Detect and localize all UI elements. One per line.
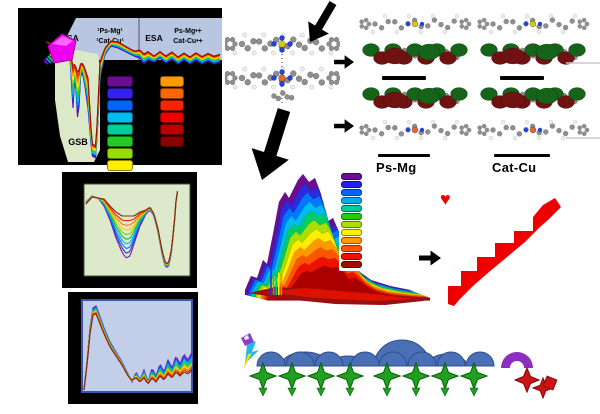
legend-swatch — [341, 213, 362, 220]
legend-swatch — [160, 100, 184, 111]
dyad-atoms — [225, 32, 340, 106]
legend-swatch — [107, 136, 133, 147]
esa2-species-2: Cat-Cu•+ — [173, 38, 202, 45]
blue-arch — [407, 351, 437, 367]
red-block — [542, 375, 558, 391]
gsb-label: GSB — [68, 137, 88, 147]
spin-density-cell — [477, 87, 590, 141]
legend-swatch — [160, 112, 184, 123]
legend-swatch — [341, 197, 362, 204]
blue-arch — [436, 351, 466, 367]
wire-shapes — [248, 339, 558, 400]
legend-swatch — [160, 76, 184, 87]
green-curve-bundle — [85, 191, 179, 268]
tiny-caption-blob — [382, 76, 426, 80]
dyad-molecule — [225, 32, 340, 106]
esa-region-shading — [58, 18, 222, 60]
spectrum-curve — [85, 191, 179, 264]
ta-spectra-panel: ESA ¹Ps-Mg¹ ¹Cat-Cu¹ ESA Ps-Mg•+ Cat-Cu•… — [18, 8, 222, 171]
waterfall-spectra — [244, 173, 430, 305]
delay-color-legend-1 — [107, 76, 133, 171]
esa2-species-1: Ps-Mg•+ — [174, 28, 202, 35]
star-stem — [258, 387, 268, 397]
legend-swatch — [107, 112, 133, 123]
star-unit — [335, 361, 365, 391]
red-kinetics-band — [448, 198, 561, 306]
spin-density-grid: Ps-Mg Cat-Cu — [352, 8, 600, 186]
orbital-column-label-left: Ps-Mg — [376, 160, 417, 175]
red-heart-marker: ♥ — [440, 189, 451, 209]
molecular-wire-cartoon — [241, 333, 558, 400]
star-stem — [287, 387, 297, 397]
delay-color-legend-2 — [160, 76, 184, 147]
blue-arch — [256, 351, 286, 367]
legend-swatch — [341, 221, 362, 228]
blue-arch — [314, 351, 344, 367]
legend-swatch — [160, 136, 184, 147]
legend-swatch — [341, 253, 362, 260]
tiny-caption-blob — [500, 76, 544, 80]
waterfall-color-legend — [339, 170, 364, 271]
star-unit — [459, 361, 489, 391]
legend-swatch — [341, 245, 362, 252]
blue-arch — [465, 351, 495, 367]
black-arrow — [334, 119, 354, 133]
spin-density-cell — [477, 13, 590, 65]
legend-swatch — [107, 100, 133, 111]
ta-spectra-plot: ESA ¹Ps-Mg¹ ¹Cat-Cu¹ ESA Ps-Mg•+ Cat-Cu•… — [43, 18, 222, 162]
spectrum-curve — [45, 40, 221, 147]
legend-swatch — [341, 189, 362, 196]
star-stem — [469, 387, 479, 397]
star-unit — [401, 361, 431, 391]
star-unit — [306, 361, 336, 391]
star-stem — [411, 387, 421, 397]
orbital-column-label-right: Cat-Cu — [492, 160, 537, 175]
spectrum-curve — [83, 313, 192, 391]
star-stem — [345, 387, 355, 397]
legend-swatch — [107, 88, 133, 99]
legend-swatch — [107, 124, 133, 135]
legend-swatch — [160, 124, 184, 135]
blue-traces-panel — [68, 292, 198, 404]
green-spectra-panel — [62, 172, 197, 288]
blue-arch — [378, 351, 408, 367]
star-stem — [440, 387, 450, 397]
tiny-caption-blob — [494, 154, 550, 157]
legend-swatch — [341, 229, 362, 236]
spin-density-images — [359, 13, 590, 141]
red-kinetics-plot — [448, 198, 561, 306]
star-stem — [382, 387, 392, 397]
star-unit — [372, 361, 402, 391]
star-stem — [316, 387, 326, 397]
legend-swatch — [107, 76, 133, 87]
lightning-bolt-icon — [241, 333, 259, 370]
star-unit — [430, 361, 460, 391]
star-unit — [277, 361, 307, 391]
legend-swatch — [160, 88, 184, 99]
tiny-caption-blob — [378, 154, 430, 157]
legend-swatch — [341, 261, 362, 268]
star-unit — [513, 366, 541, 394]
legend-swatch — [107, 148, 133, 159]
legend-swatch — [107, 160, 133, 171]
blue-arch — [350, 351, 380, 367]
esa2-label: ESA — [145, 33, 162, 43]
star-unit — [248, 361, 278, 391]
legend-swatch — [341, 181, 362, 188]
legend-swatch — [341, 237, 362, 244]
spin-density-cell — [359, 87, 472, 141]
legend-swatch — [341, 205, 362, 212]
waterfall-base-rim — [265, 288, 415, 301]
purple-arch — [501, 352, 533, 368]
esa1-species-1: ¹Ps-Mg¹ — [97, 28, 123, 35]
blue-arch — [285, 351, 315, 367]
spin-density-cell — [359, 13, 472, 65]
legend-swatch — [341, 173, 362, 180]
blue-curve-bundle — [83, 305, 192, 391]
green-spectra-plot — [83, 183, 191, 277]
pump-pulse-arrow — [43, 33, 77, 65]
blue-traces-plot — [81, 299, 193, 393]
ta-curve-bundle — [45, 40, 221, 159]
